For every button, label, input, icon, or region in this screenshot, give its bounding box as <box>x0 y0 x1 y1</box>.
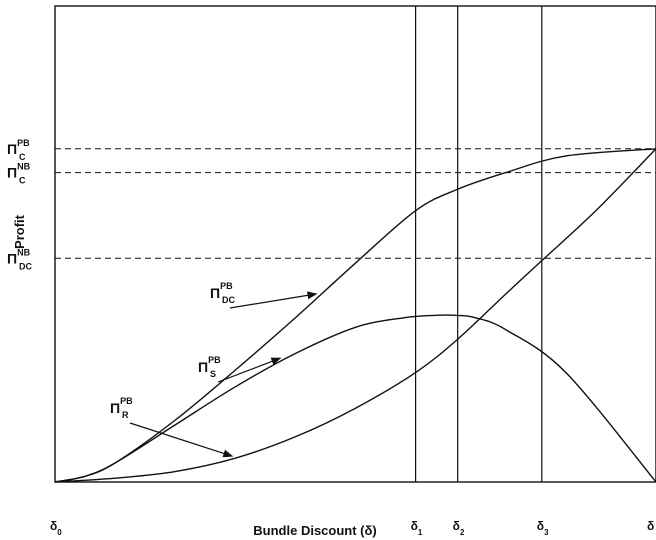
x-tick-label-0: δ0 <box>50 519 62 537</box>
x-tick-label-1: δ1 <box>411 519 423 537</box>
x-tick-label-2: δ2 <box>453 519 465 537</box>
curve-arrow-1 <box>217 357 282 383</box>
y-ref-label-0: ΠPB C <box>7 138 30 162</box>
series-line-0 <box>54 148 656 483</box>
curve-label-0: ΠPB DC <box>210 281 235 305</box>
plot-frame <box>54 5 656 483</box>
x-tick-label-3: δ3 <box>537 519 549 537</box>
x-axis-title: Bundle Discount (δ) <box>253 523 376 538</box>
series-line-2 <box>54 148 656 483</box>
y-axis-title: Profit <box>12 214 27 249</box>
x-tick-label-4: δ <box>647 519 654 533</box>
curve-arrow-2 <box>129 422 234 458</box>
curve-label-1: ΠPB S <box>198 355 221 379</box>
series-line-1 <box>54 314 656 483</box>
curve-label-2: ΠPB R <box>110 396 133 420</box>
y-ref-label-2: ΠNB DC <box>7 247 32 271</box>
curve-arrow-0 <box>229 291 318 309</box>
y-ref-label-1: ΠNB C <box>7 162 31 186</box>
